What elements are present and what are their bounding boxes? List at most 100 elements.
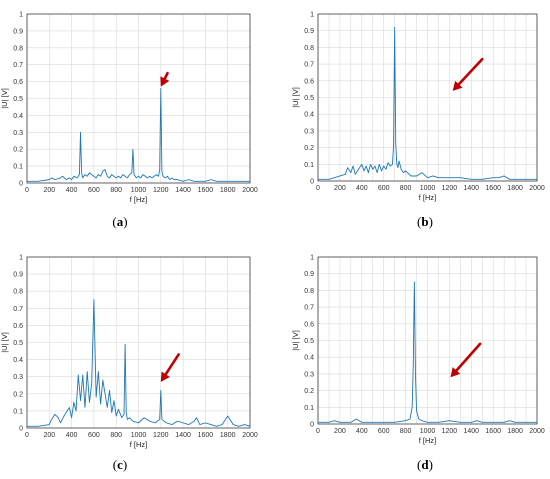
y-tick-label: 0.3: [13, 130, 23, 137]
y-tick-label: 0.1: [304, 405, 314, 412]
y-tick-label: 0.2: [304, 145, 314, 152]
panel-d: 0 200 400 600 800 1000 1200 1400 1600 1800 2000 0 0.…: [291, 255, 545, 473]
panel-label: (b): [417, 214, 433, 229]
spectrum-line: [27, 87, 250, 182]
x-tick-label: 1000: [131, 432, 147, 439]
x-tick-label: 400: [356, 428, 368, 435]
y-tick-label: 0.3: [304, 128, 314, 135]
x-tick-label: 1800: [220, 187, 236, 194]
arrow-shaft: [455, 342, 482, 372]
axes-box: [26, 13, 251, 184]
y-tick-label: 0.2: [13, 147, 23, 154]
y-tick-label: 0.6: [304, 78, 314, 85]
x-tick-label: 1200: [153, 187, 169, 194]
y-tick-label: 0: [310, 179, 314, 186]
y-tick-label: 0.1: [13, 408, 23, 415]
y-tick-label: 1: [310, 12, 314, 19]
spectrum-line: [27, 299, 251, 427]
y-tick-label: 0.7: [13, 306, 23, 313]
x-tick-label: 1400: [464, 185, 480, 192]
x-tick-label: 1200: [153, 432, 169, 439]
y-tick-label: 0.6: [13, 323, 23, 330]
x-tick-label: 800: [110, 187, 122, 194]
panel-label: (a): [112, 214, 127, 229]
x-tick-label: 200: [334, 185, 346, 192]
panel-b: 0 200 400 600 800 1000 1200 1400 1600 1800 2000 0 0.…: [291, 12, 545, 230]
y-tick-label: 0.4: [13, 113, 23, 120]
panel-label-letter: c: [117, 457, 123, 472]
x-tick-label: 400: [66, 187, 78, 194]
axes-box: [317, 13, 538, 182]
y-tick-label: 0.2: [13, 391, 23, 398]
x-tick-label: 600: [88, 187, 100, 194]
x-tick-label: 1000: [131, 187, 147, 194]
x-tick-label: 600: [378, 428, 390, 435]
x-tick-label: 1800: [220, 432, 236, 439]
x-tick-label: 800: [400, 185, 412, 192]
y-tick-label: 0.5: [304, 338, 314, 345]
y-tick-label: 0.7: [304, 305, 314, 312]
arrow-shaft: [457, 57, 484, 86]
y-tick-label: 0.3: [304, 371, 314, 378]
panel-label: (c): [113, 457, 127, 472]
x-tick-label: 600: [378, 185, 390, 192]
x-tick-label: 400: [66, 432, 78, 439]
x-tick-label: 1200: [442, 428, 458, 435]
x-tick-label: 1600: [485, 185, 501, 192]
panel-label-open: (: [113, 457, 117, 472]
y-axis-label: |U| [V]: [0, 332, 9, 353]
x-tick-label: 0: [316, 185, 320, 192]
y-tick-label: 0.8: [13, 45, 23, 52]
y-tick-label: 0.3: [13, 374, 23, 381]
y-tick-label: 0.9: [304, 28, 314, 35]
panel-label-close: ): [429, 214, 433, 229]
x-tick-label: 200: [43, 187, 55, 194]
y-axis-label: |U| [V]: [291, 330, 300, 351]
y-tick-label: 1: [19, 12, 23, 19]
panel-label: (d): [417, 457, 433, 472]
y-tick-label: 0.4: [13, 357, 23, 364]
y-tick-label: 0.5: [13, 96, 23, 103]
y-axis-label: |U| [V]: [291, 87, 300, 108]
y-tick-label: 0.6: [304, 321, 314, 328]
x-tick-label: 2000: [529, 428, 545, 435]
panel-label-letter: a: [117, 214, 124, 229]
y-tick-label: 0.8: [13, 289, 23, 296]
panel-c: 0 200 400 600 800 1000 1200 1400 1600 1800 2000 0 0.…: [0, 255, 258, 473]
panel-label-letter: d: [421, 457, 429, 472]
x-tick-label: 400: [356, 185, 368, 192]
y-tick-label: 0.4: [304, 355, 314, 362]
y-tick-label: 0.6: [13, 79, 23, 86]
arrow-shaft: [164, 353, 180, 376]
arrow-shaft: [163, 71, 169, 80]
panel-label-close: ): [429, 457, 433, 472]
arrow-head: [160, 371, 170, 382]
spectrum-line: [318, 26, 537, 180]
panel-label-open: (: [417, 457, 421, 472]
x-tick-label: 1200: [442, 185, 458, 192]
panel-label-open: (: [112, 214, 116, 229]
panel-label-close: ): [123, 214, 127, 229]
x-axis-label: f [Hz]: [130, 195, 148, 204]
x-tick-label: 1600: [198, 187, 214, 194]
panel-a: 0 200 400 600 800 1000 1200 1400 1600 1800 2000 0 0.…: [0, 12, 258, 230]
x-tick-label: 0: [316, 428, 320, 435]
x-axis-label: f [Hz]: [419, 436, 437, 445]
x-tick-label: 800: [400, 428, 412, 435]
x-axis-label: f [Hz]: [130, 440, 148, 449]
y-tick-label: 0.5: [13, 340, 23, 347]
y-tick-label: 0.7: [304, 62, 314, 69]
y-tick-label: 1: [310, 255, 314, 262]
panel-label-close: ): [123, 457, 127, 472]
x-tick-label: 1800: [507, 185, 523, 192]
arrow-head: [452, 80, 463, 91]
y-tick-label: 1: [19, 255, 23, 262]
x-tick-label: 600: [88, 432, 100, 439]
y-tick-label: 0.7: [13, 62, 23, 69]
y-axis-label: |U| [V]: [0, 88, 9, 109]
y-tick-label: 0: [310, 422, 314, 429]
y-tick-label: 0.9: [304, 271, 314, 278]
x-axis-label: f [Hz]: [419, 193, 437, 202]
x-tick-label: 0: [25, 432, 29, 439]
